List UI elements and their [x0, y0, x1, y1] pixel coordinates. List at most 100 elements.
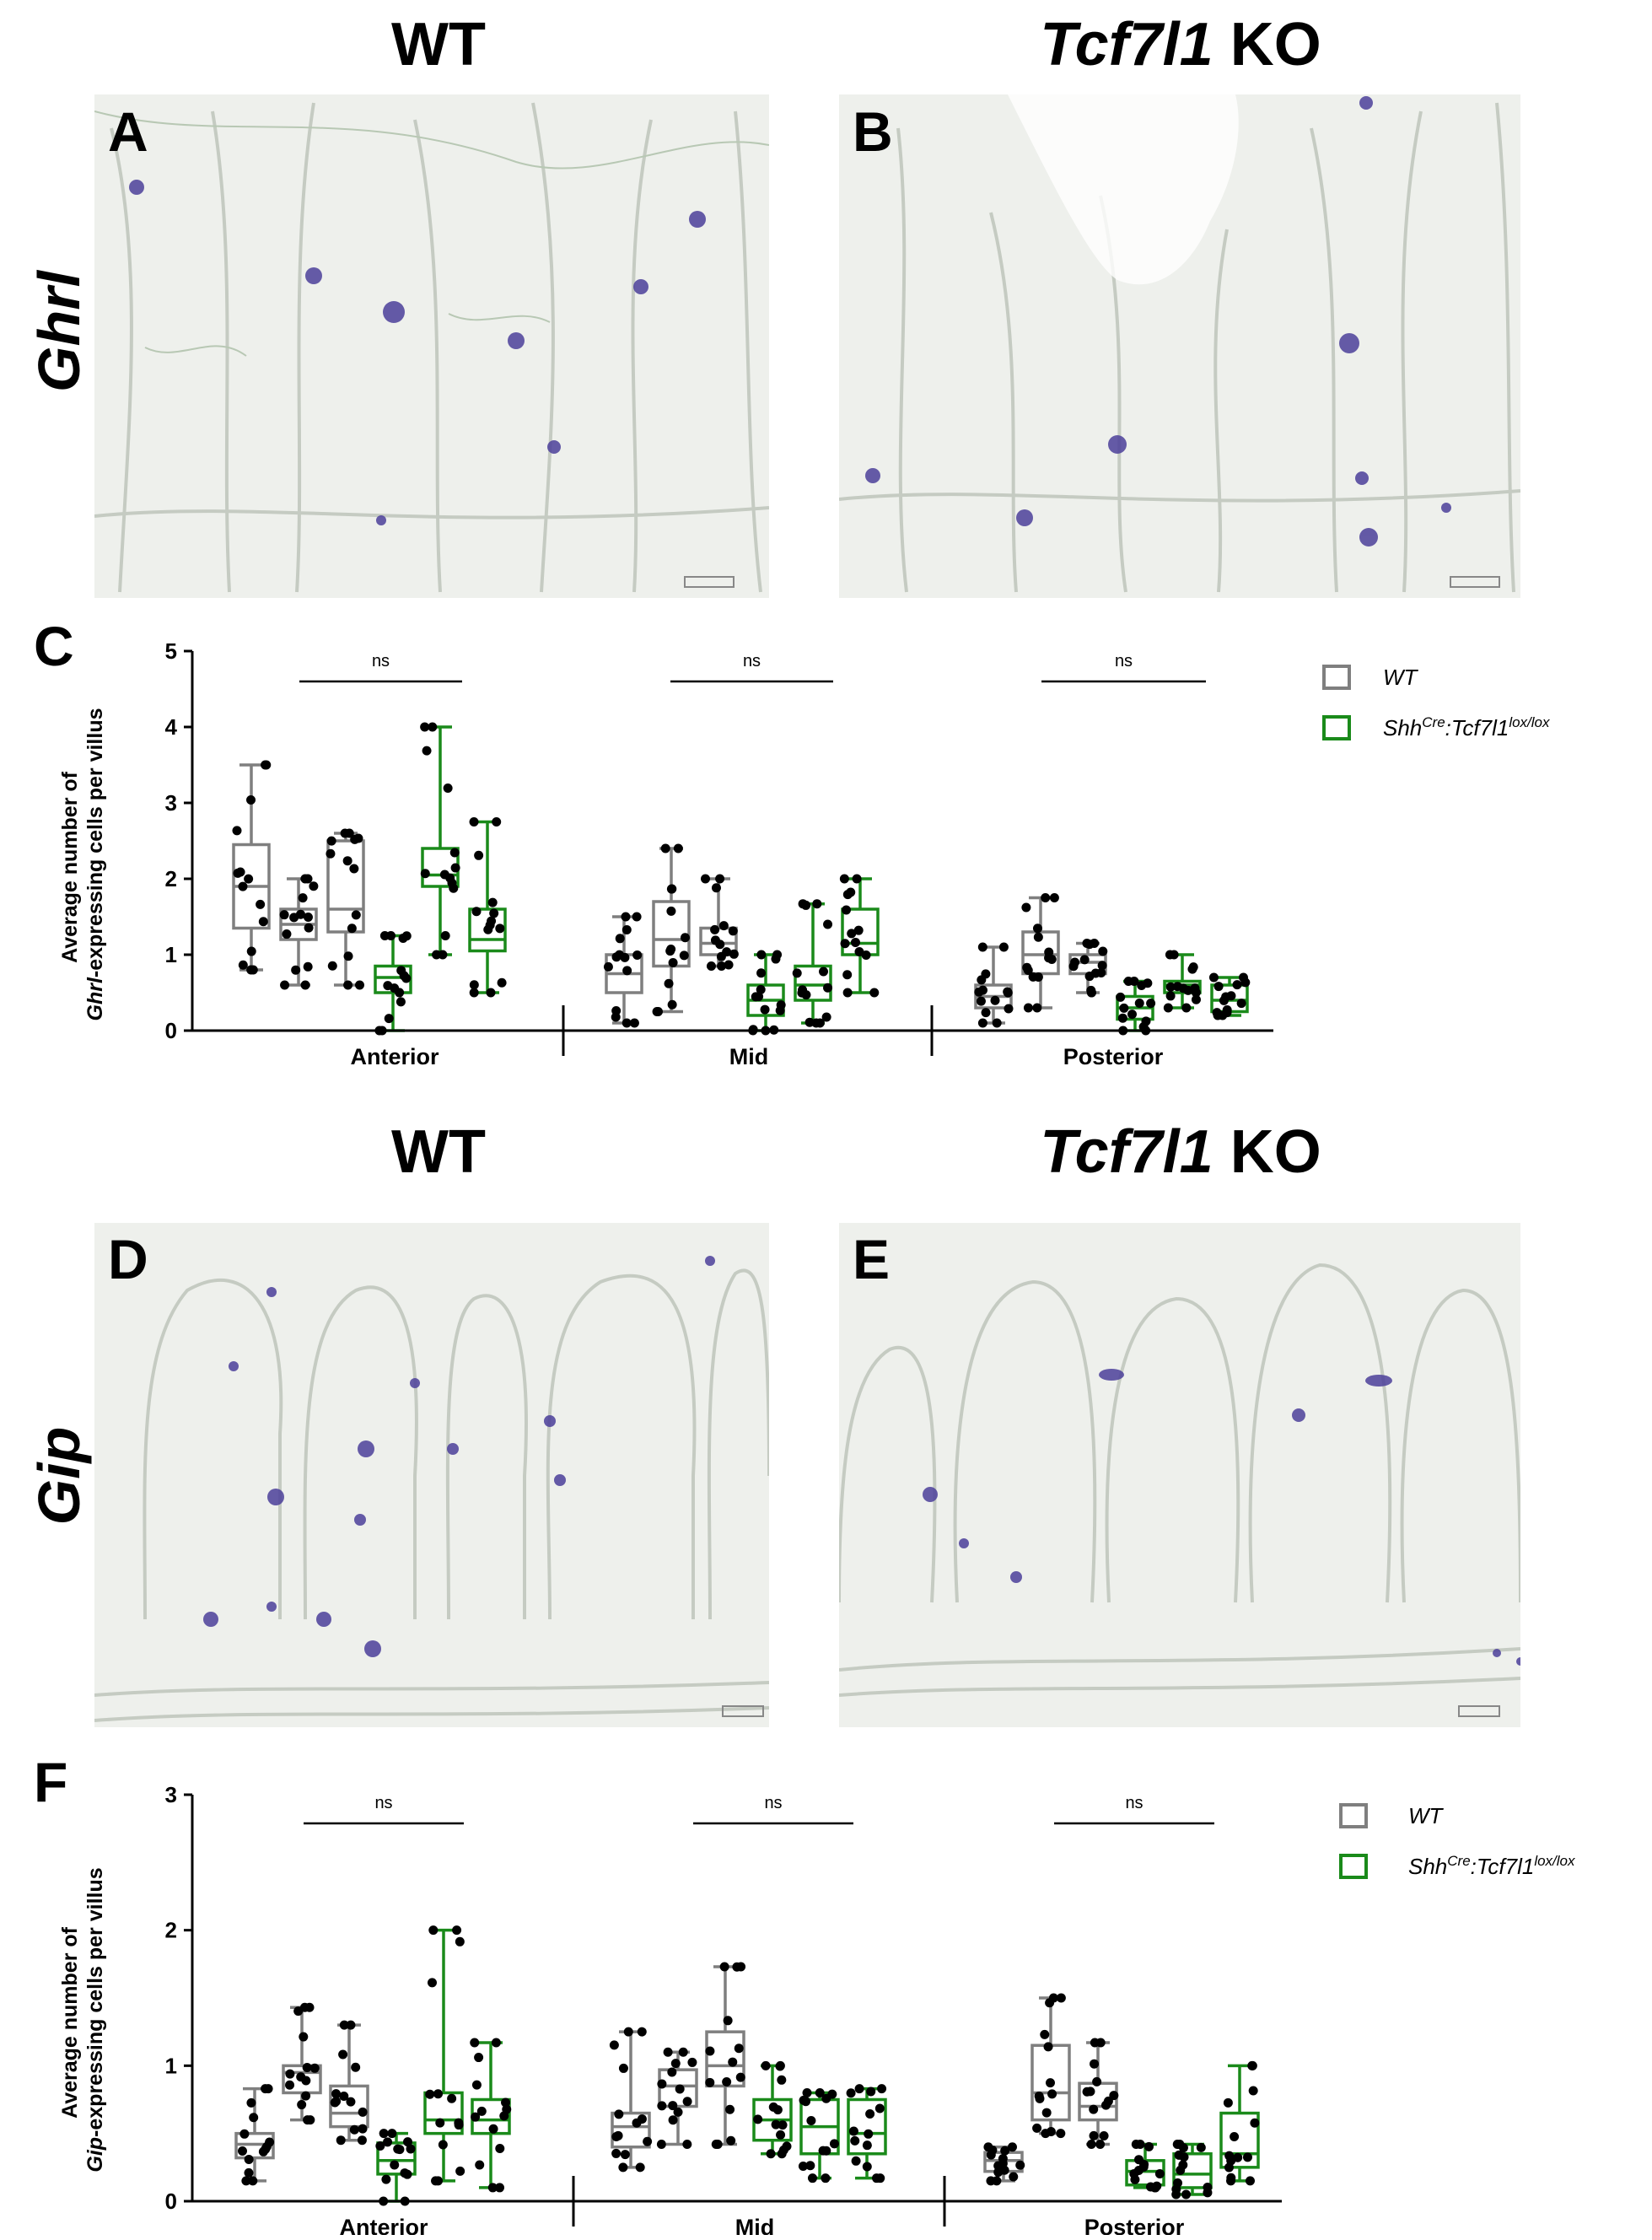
data-point [1154, 2169, 1165, 2179]
data-point [1000, 2146, 1010, 2156]
data-point [869, 988, 880, 998]
data-point [775, 2060, 785, 2070]
data-point [300, 980, 310, 990]
data-point [657, 2101, 667, 2111]
data-point [981, 1008, 991, 1018]
data-point [347, 923, 357, 934]
box-anterior-wt [282, 2002, 322, 2125]
data-point [489, 908, 499, 918]
data-point [309, 2063, 320, 2073]
data-point [874, 2103, 885, 2113]
box-mid-ko [798, 2087, 840, 2183]
data-point [847, 929, 857, 939]
box-anterior-wt [329, 2020, 369, 2146]
data-point [428, 722, 438, 732]
data-point [349, 2124, 359, 2135]
data-point [420, 722, 430, 732]
data-point [471, 2080, 482, 2090]
panel-letter-c: C [34, 615, 74, 677]
data-point [766, 2149, 776, 2159]
data-point [637, 2027, 647, 2037]
data-point [326, 836, 336, 846]
data-point [246, 795, 256, 805]
data-point [1238, 972, 1248, 983]
data-point [487, 916, 497, 926]
data-point [1056, 1993, 1066, 2003]
y-tick-label: 2 [165, 1918, 177, 1943]
y-tick-label: 2 [165, 866, 177, 891]
data-point [249, 2113, 259, 2123]
data-point [1191, 994, 1201, 1004]
data-point [1196, 2142, 1206, 2152]
data-point [664, 978, 674, 988]
data-point [1172, 2140, 1182, 2150]
significance-label: ns [372, 652, 390, 670]
data-point [865, 2108, 875, 2119]
data-point [615, 950, 625, 960]
data-point [301, 2091, 311, 2101]
data-point [668, 2101, 678, 2111]
panel-letter-b: B [853, 100, 893, 163]
data-point [1116, 992, 1126, 1002]
legend-f-ko-swatch [1339, 1854, 1368, 1879]
data-point [488, 2124, 498, 2134]
data-point [450, 863, 460, 873]
data-point [343, 951, 353, 961]
data-point [728, 2057, 738, 2067]
data-point [248, 965, 258, 975]
data-point [244, 2167, 254, 2178]
data-point [1041, 893, 1051, 902]
data-point [840, 939, 850, 949]
data-point [1226, 991, 1236, 1001]
data-point [1134, 998, 1144, 1008]
panel-letter-e: E [853, 1228, 891, 1290]
data-point [1208, 972, 1219, 983]
data-point [792, 968, 802, 978]
y-tick-label: 1 [165, 942, 177, 967]
box-anterior-ko [423, 1925, 465, 2186]
data-point [1034, 2091, 1044, 2101]
data-point [326, 848, 336, 859]
data-point [1022, 962, 1032, 972]
data-point [993, 2161, 1004, 2171]
data-point [331, 2089, 342, 2099]
data-point [501, 2097, 511, 2108]
box-anterior-wt [232, 760, 272, 975]
panel-letter-f: F [34, 1751, 68, 1813]
data-point [256, 899, 266, 909]
data-point [760, 1004, 770, 1015]
data-point [258, 917, 268, 927]
data-point [823, 919, 833, 929]
data-point [603, 961, 613, 972]
data-point [682, 2140, 692, 2150]
data-point [1146, 999, 1156, 1009]
data-point [492, 817, 502, 827]
data-point [851, 2156, 861, 2166]
data-point [632, 912, 642, 922]
data-point [357, 2135, 367, 2146]
y-tick-label: 4 [165, 714, 178, 740]
data-point [775, 1005, 785, 1015]
data-point [976, 996, 986, 1006]
data-point [823, 983, 833, 993]
data-point [772, 950, 783, 960]
data-point [1049, 893, 1059, 902]
data-point [258, 2146, 268, 2157]
data-point [248, 2176, 258, 2186]
data-point [346, 2097, 356, 2107]
data-point [620, 2150, 630, 2160]
data-point [990, 995, 1000, 1005]
data-point [998, 942, 1009, 952]
box-mid-ko [746, 950, 786, 1036]
data-point [244, 874, 254, 884]
title-ko-top: Tcf7l1 KO [1040, 11, 1321, 78]
y-tick-label: 0 [165, 1018, 177, 1043]
box-posterior-wt [1030, 1993, 1071, 2139]
data-point [1236, 999, 1246, 1009]
box-posterior-ko [1116, 977, 1156, 1036]
data-point [1048, 1993, 1058, 2003]
data-point [438, 2140, 448, 2150]
data-point [401, 973, 412, 983]
data-point [635, 2162, 645, 2173]
data-point [850, 937, 860, 947]
